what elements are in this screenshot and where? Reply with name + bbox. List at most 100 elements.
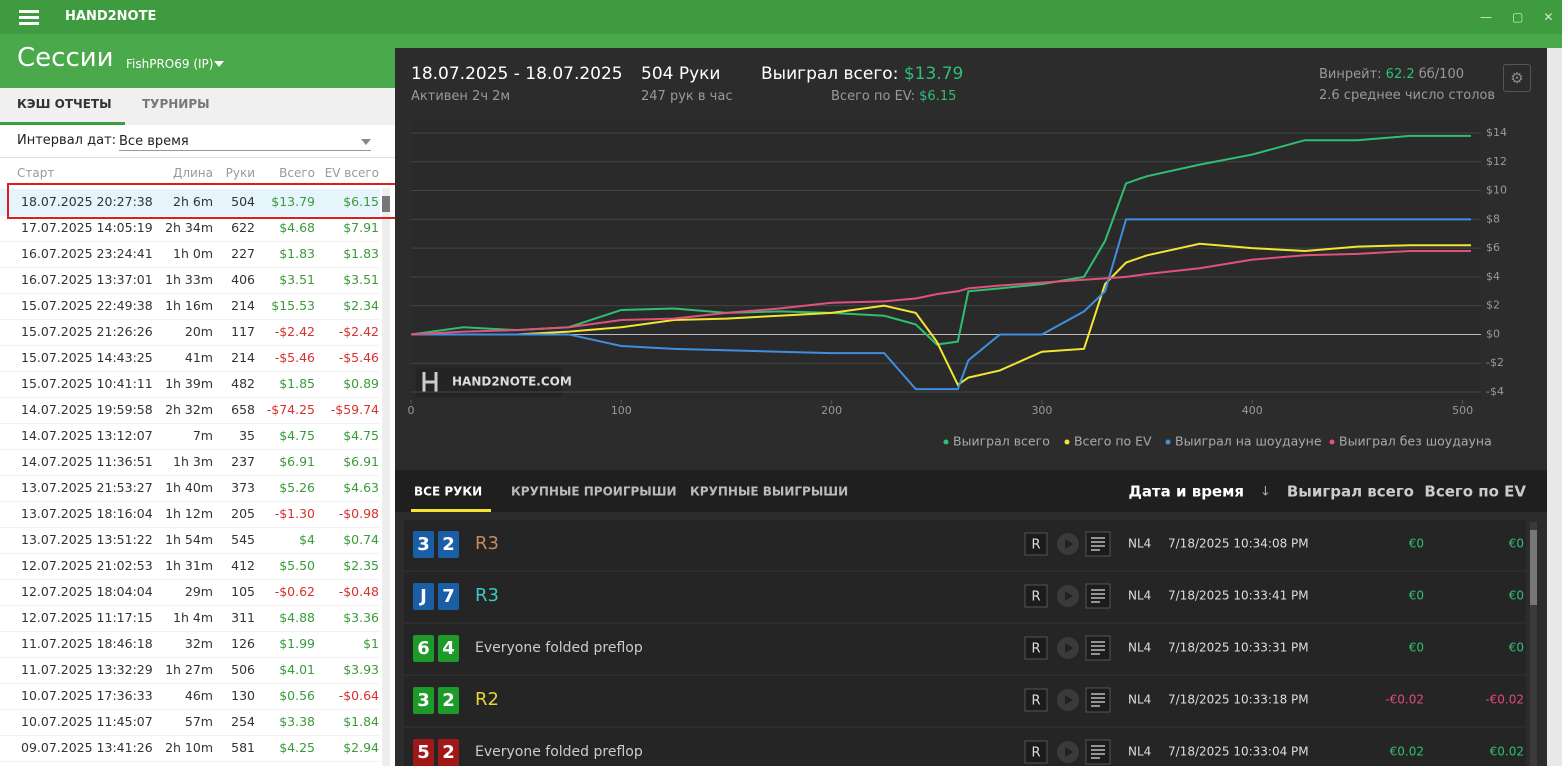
player-select[interactable]: FishPRO69 (IP) [126,57,214,71]
cell: -$0.48 [338,584,379,599]
line-series [411,218,1471,391]
row-divider [0,423,380,424]
scrollbar[interactable] [382,188,390,766]
cell: 10.07.2025 11:45:07 [21,714,153,729]
cell: 16.07.2025 13:37:01 [21,272,153,287]
notes-icon [1091,589,1105,603]
notes-button[interactable] [1085,635,1111,661]
cell: $4 [299,532,315,547]
cell: $4.01 [279,662,315,677]
divider [0,157,395,158]
cell: 1h 16m [165,298,213,313]
replay-button[interactable] [1024,532,1048,556]
notes-button[interactable] [1085,531,1111,557]
scrollbar[interactable] [1530,522,1537,766]
legend-label: Выиграл на шоудауне [1175,434,1322,449]
cell: 29m [184,584,213,599]
tab[interactable]: КРУПНЫЕ ВЫИГРЫШИ [690,485,848,499]
cell: 14.07.2025 13:12:07 [21,428,153,443]
cell: $2.35 [343,558,379,573]
column-header: Руки [225,166,255,180]
replay-button[interactable] [1024,740,1048,764]
cell: $4.25 [279,740,315,755]
cell: $1 [363,636,379,651]
settings-button[interactable]: ⚙ [1503,64,1531,92]
legend-dot [943,439,949,445]
title-bar [0,0,1562,34]
replay-label: R [1031,694,1040,709]
y-tick-label: $14 [1486,126,1507,139]
cell: 130 [231,688,255,703]
notes-icon [1091,745,1105,759]
cell: -$0.64 [338,688,379,703]
tab-indicator [0,122,125,125]
replay-button[interactable] [1024,688,1048,712]
hand-won: €0 [1409,641,1424,655]
hand-won: -€0.02 [1385,693,1424,707]
x-tick-label: 200 [821,404,842,417]
menu-icon[interactable] [19,10,39,13]
row-divider [0,371,380,372]
tab[interactable]: ТУРНИРЫ [142,97,210,111]
replay-label: R [1031,642,1040,657]
cell: -$0.62 [274,584,315,599]
cell: 11.07.2025 13:32:29 [21,662,153,677]
hand-time: 7/18/2025 10:33:31 PM [1168,641,1309,655]
cell: -$5.46 [338,350,379,365]
row-divider [0,579,380,580]
row-divider [0,215,380,216]
cell: -$0.98 [338,506,379,521]
cell: 412 [231,558,255,573]
cell: 12.07.2025 11:17:15 [21,610,153,625]
cell: 15.07.2025 10:41:11 [21,376,153,391]
dropdown-arrow [361,139,371,150]
notes-icon [1091,537,1105,551]
row-divider [0,553,380,554]
replay-button[interactable] [1024,584,1048,608]
cell: 14.07.2025 11:36:51 [21,454,153,469]
row-divider [0,631,380,632]
card [438,531,459,558]
scroll-thumb[interactable] [382,196,390,212]
dropdown-arrow [214,61,224,72]
cell: $0.56 [279,688,315,703]
cell: 126 [231,636,255,651]
y-tick-label: -$4 [1486,385,1504,398]
replay-button[interactable] [1024,636,1048,660]
tab[interactable]: ВСЕ РУКИ [414,485,482,499]
card-rank: 5 [417,742,430,763]
row-divider [0,475,380,476]
interval-label: Интервал дат: [17,133,117,148]
notes-button[interactable] [1085,687,1111,713]
row-divider [0,267,380,268]
tab[interactable]: КЭШ ОТЧЕТЫ [17,97,112,111]
scroll-thumb[interactable] [1530,530,1537,605]
cell: 658 [231,402,255,417]
tab[interactable]: КРУПНЫЕ ПРОИГРЫШИ [511,485,677,499]
replay-label: R [1031,538,1040,553]
card [438,739,459,766]
legend-dot [1329,439,1335,445]
cell: 373 [231,480,255,495]
notes-button[interactable] [1085,583,1111,609]
winrate: Винрейт: 62.2 бб/100 [1319,67,1464,82]
cell: 237 [231,454,255,469]
cell: $4.75 [279,428,315,443]
cell: 214 [231,298,255,313]
hands-tabs-bar [395,470,1547,512]
cell: $4.88 [279,610,315,625]
interval-select[interactable]: Все время [119,134,371,151]
hands-rate: 247 рук в час [641,89,733,104]
cell: $6.15 [343,194,379,209]
cell: 406 [231,272,255,287]
notes-button[interactable] [1085,739,1111,765]
cell: 1h 39m [165,376,213,391]
hand-action: Everyone folded preflop [475,640,643,656]
row-divider [0,605,380,606]
watermark: HAND2NOTE.COM [452,375,572,389]
cell: 581 [231,740,255,755]
value: 62.2 [1385,67,1415,82]
cell: 1h 33m [165,272,213,287]
won-total: Выиграл всего: $13.79 [761,64,963,84]
label: Выиграл всего: [761,64,899,84]
